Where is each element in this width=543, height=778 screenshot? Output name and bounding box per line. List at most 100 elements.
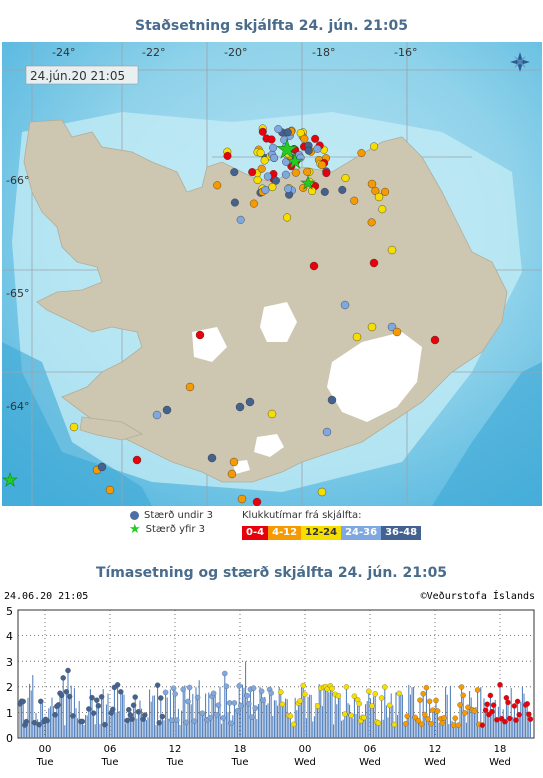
quake-marker xyxy=(374,192,384,202)
quake-point xyxy=(375,720,382,726)
quake-point xyxy=(114,682,121,688)
quake-point xyxy=(494,717,500,723)
quake-marker xyxy=(287,162,296,171)
deep-sea-sw xyxy=(2,342,152,506)
earthquake-map[interactable]: -24° -22° -20° -18° -16° -66° -65° -64° … xyxy=(2,42,542,507)
quake-marker xyxy=(105,485,115,495)
quake-point xyxy=(194,694,201,701)
quake-point xyxy=(479,722,486,728)
x-tick-day: Wed xyxy=(359,757,381,768)
quake-point xyxy=(278,689,284,695)
quake-marker xyxy=(309,261,319,271)
quake-point xyxy=(302,691,308,698)
quake-point xyxy=(207,714,214,721)
quake-marker xyxy=(296,129,305,138)
legend-bin: 12-24 xyxy=(301,526,342,540)
quake-point xyxy=(156,720,162,726)
quake-marker xyxy=(230,198,239,207)
map-canvas: -24° -22° -20° -18° -16° -66° -65° -64° … xyxy=(2,42,542,507)
quake-marker xyxy=(229,457,239,467)
quake-point xyxy=(199,710,206,716)
quake-marker xyxy=(132,455,142,465)
quake-marker xyxy=(270,153,279,162)
legend-large-label: Stærð yfir 3 xyxy=(145,524,206,535)
quake-marker xyxy=(367,218,376,227)
legend-bin: 36-48 xyxy=(381,526,422,540)
quake-point xyxy=(23,718,30,725)
quake-point xyxy=(250,685,257,691)
quake-marker xyxy=(308,187,317,196)
x-tick-day: Tue xyxy=(230,757,248,768)
quake-point xyxy=(94,697,100,703)
x-tick-hour: 06 xyxy=(104,744,117,755)
quake-point xyxy=(465,704,471,711)
quake-marker xyxy=(235,402,245,412)
quake-point xyxy=(223,683,230,690)
x-tick-day: Tue xyxy=(35,757,53,768)
deep-sea-se xyxy=(432,362,542,506)
x-tick-day: Tue xyxy=(100,757,118,768)
quake-point xyxy=(38,698,44,705)
x-tick-hour: 18 xyxy=(494,744,507,755)
quake-point xyxy=(191,718,198,724)
quake-point xyxy=(290,721,297,728)
quake-point xyxy=(425,716,431,722)
quake-point xyxy=(169,717,175,724)
quake-point xyxy=(60,675,66,681)
quake-marker xyxy=(227,469,237,479)
large-quake-marker: ★ xyxy=(275,135,298,165)
lon-label: -18° xyxy=(312,46,335,59)
quake-marker xyxy=(268,183,277,192)
quake-point xyxy=(79,718,86,725)
legend-clock-label: Klukkutímar frá skjálfta: xyxy=(242,510,362,521)
quake-point xyxy=(36,721,42,728)
timestamp-box xyxy=(25,65,139,85)
quake-marker xyxy=(357,149,366,158)
quake-point xyxy=(86,706,92,712)
quake-point xyxy=(487,692,494,699)
quake-marker xyxy=(271,176,280,185)
quake-marker xyxy=(237,494,247,504)
quake-point xyxy=(391,721,398,728)
quake-marker xyxy=(260,156,269,165)
quake-point xyxy=(462,710,468,716)
reykjanes-peninsula xyxy=(79,416,143,441)
quake-point xyxy=(234,707,241,714)
quake-marker xyxy=(269,143,278,152)
map-legend: Stærð undir 3 ★ Stærð yfir 3 Klukkutímar… xyxy=(0,506,543,546)
quake-marker xyxy=(253,175,262,184)
quake-point xyxy=(450,722,457,728)
quake-point xyxy=(183,719,190,726)
quake-point xyxy=(90,710,97,716)
quake-point xyxy=(366,688,372,694)
quake-point xyxy=(287,713,294,719)
map-title: Staðsetning skjálfta 24. jún. 21:05 xyxy=(135,18,408,34)
large-quake-marker: ★ xyxy=(300,173,316,194)
quake-marker xyxy=(223,151,232,160)
star-icon: ★ xyxy=(129,521,141,537)
quake-point xyxy=(402,720,409,727)
quake-point xyxy=(70,713,76,719)
quake-marker xyxy=(289,145,298,154)
ts-x-axis: 00 Tue 06 Tue 12 Tue 18 Tue 00 Wed 06 We… xyxy=(35,744,510,768)
quake-point xyxy=(505,699,511,706)
quake-point xyxy=(342,711,348,717)
quake-point xyxy=(268,690,274,696)
quake-point xyxy=(98,694,105,700)
hofsjokull-glacier xyxy=(260,302,297,342)
quake-point xyxy=(44,717,50,724)
quake-marker xyxy=(207,453,217,463)
quake-marker xyxy=(322,427,332,437)
quake-point xyxy=(58,692,65,699)
quake-point xyxy=(186,684,193,691)
quake-point xyxy=(20,698,26,705)
quake-marker xyxy=(69,422,79,432)
quake-marker xyxy=(303,167,312,176)
compass-icon[interactable] xyxy=(510,52,530,72)
quake-point xyxy=(474,687,481,693)
quake-point xyxy=(502,718,508,725)
vatnajokull-glacier xyxy=(327,332,422,422)
y-tick: 3 xyxy=(6,656,13,669)
quake-point xyxy=(249,714,255,720)
quake-point xyxy=(228,720,234,727)
